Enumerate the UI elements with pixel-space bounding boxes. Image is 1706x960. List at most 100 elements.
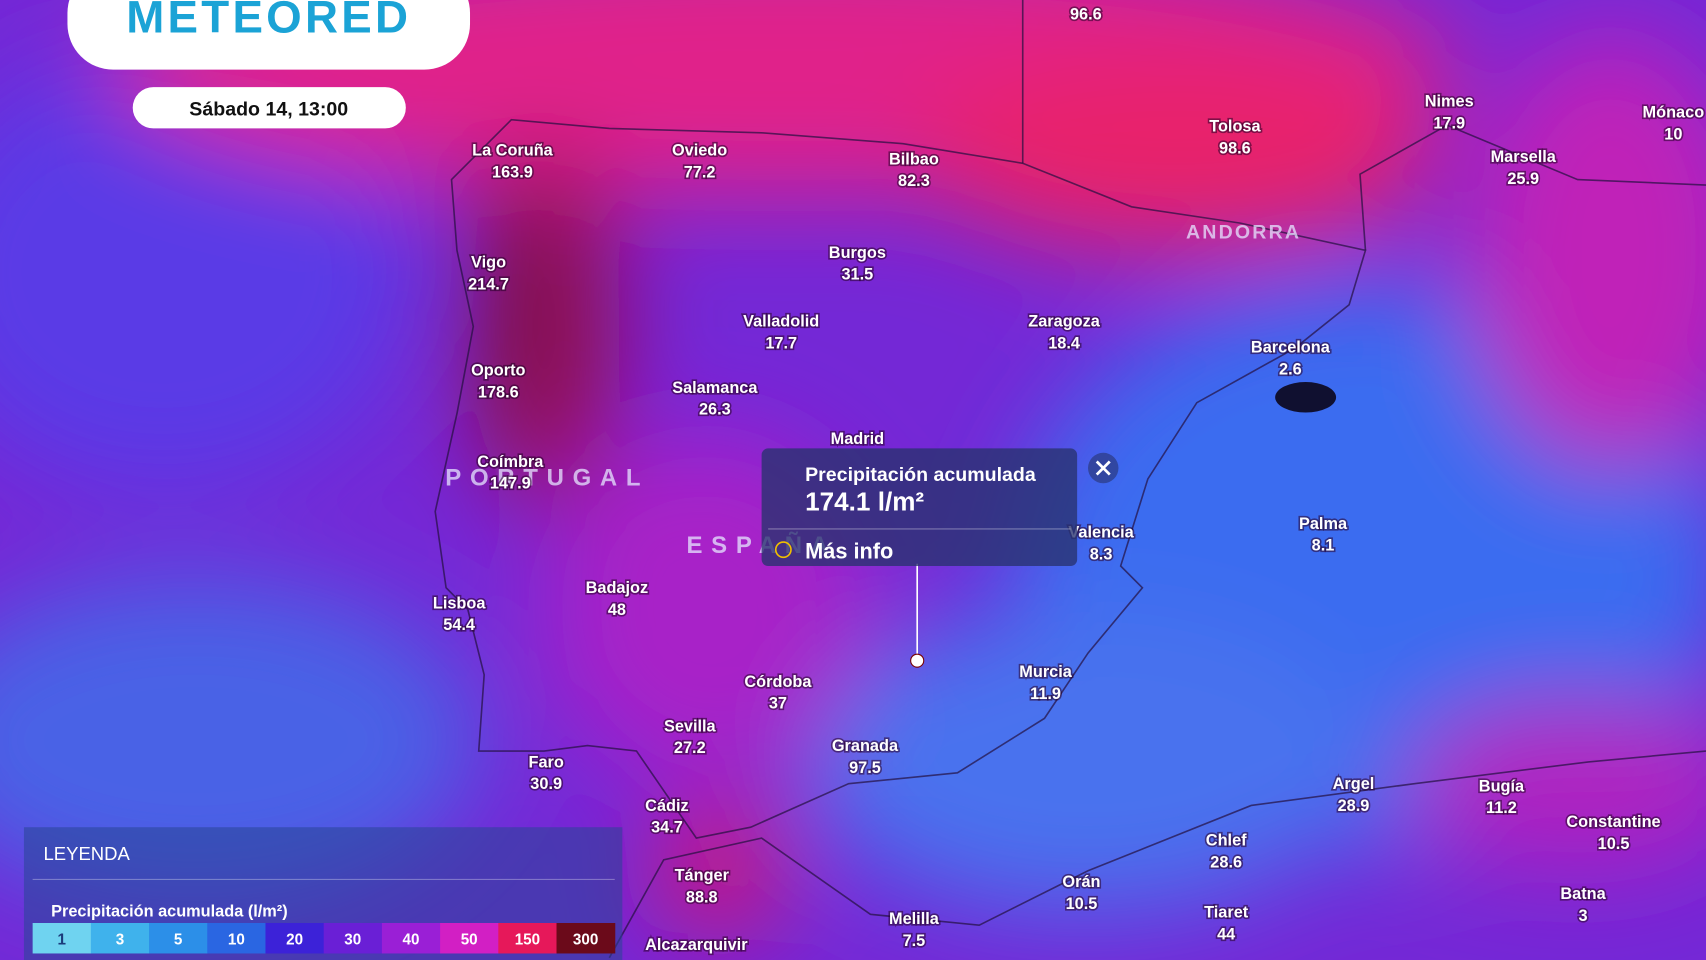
legend-swatch bbox=[381, 922, 441, 954]
city-name: La Coruña bbox=[472, 142, 554, 160]
city-name: Lisboa bbox=[433, 594, 486, 612]
city-name: Badajoz bbox=[586, 579, 649, 597]
legend-stop-label: 30 bbox=[344, 932, 361, 949]
city-value: 178.6 bbox=[478, 383, 519, 401]
city-value: 2.6 bbox=[1279, 360, 1302, 378]
city-name: Burdeos bbox=[1053, 0, 1119, 2]
city-name: Tiaret bbox=[1204, 904, 1249, 922]
city-name: Salamanca bbox=[672, 379, 758, 397]
city-name: Vigo bbox=[471, 254, 506, 272]
popup: Precipitación acumulada 174.1 l/m² Más i… bbox=[761, 448, 1119, 668]
city-value: 163.9 bbox=[492, 163, 533, 181]
city-name: Nimes bbox=[1425, 93, 1474, 111]
legend-stop-label: 5 bbox=[174, 932, 183, 949]
city-name: Oviedo bbox=[672, 142, 727, 160]
city-name: Coímbra bbox=[477, 453, 544, 471]
city-value: 28.9 bbox=[1338, 797, 1370, 815]
popup-value: 174.1 l/m² bbox=[805, 486, 924, 516]
city-value: 10.5 bbox=[1598, 835, 1630, 853]
legend-stop-label: 300 bbox=[573, 932, 598, 949]
city-name: Batna bbox=[1560, 885, 1606, 903]
city-value: 34.7 bbox=[651, 819, 683, 837]
city-name: Palma bbox=[1299, 515, 1348, 533]
city-value: 97.5 bbox=[849, 759, 881, 777]
legend-swatch bbox=[207, 922, 267, 954]
city-name: Granada bbox=[832, 737, 899, 755]
city-value: 88.8 bbox=[686, 888, 718, 906]
city-name: Cádiz bbox=[645, 797, 689, 815]
legend-swatch bbox=[32, 922, 92, 954]
city-value: 3 bbox=[1579, 907, 1588, 925]
legend-swatch bbox=[556, 922, 616, 954]
city-name: Tánger bbox=[675, 867, 730, 885]
city-name: Orán bbox=[1062, 873, 1100, 891]
legend-title: LEYENDA bbox=[44, 843, 131, 864]
logo: METEORED bbox=[67, 0, 471, 70]
city-name: Oporto bbox=[471, 362, 525, 380]
city-value: 214.7 bbox=[468, 276, 509, 294]
legend-swatch bbox=[323, 922, 383, 954]
city-value: 17.7 bbox=[765, 334, 797, 352]
legend-stop-label: 20 bbox=[286, 932, 303, 949]
country-label: ANDORRA bbox=[1186, 221, 1301, 243]
city-value: 96.6 bbox=[1070, 6, 1102, 24]
city-value: 54.4 bbox=[443, 616, 475, 634]
city-value: 10.5 bbox=[1066, 895, 1098, 913]
legend-stop-label: 150 bbox=[515, 932, 540, 949]
city-name: Constantine bbox=[1566, 813, 1660, 831]
city-value: 44 bbox=[1217, 925, 1235, 943]
legend: LEYENDA Precipitación acumulada (l/m²) 1… bbox=[23, 827, 623, 960]
city-name: Bilbao bbox=[889, 150, 939, 168]
date-label: Sábado 14, 13:00 bbox=[189, 98, 348, 120]
city-name: Bugía bbox=[1479, 777, 1525, 795]
city-value: 30.9 bbox=[530, 775, 562, 793]
city-value: 37 bbox=[769, 695, 787, 713]
city-value: 10 bbox=[1664, 125, 1682, 143]
legend-stop-label: 10 bbox=[228, 932, 245, 949]
city-name: Melilla bbox=[889, 910, 940, 928]
legend-swatch bbox=[149, 922, 208, 954]
legend-swatch bbox=[265, 922, 325, 954]
city-name: Zaragoza bbox=[1028, 313, 1101, 331]
city-value: 48 bbox=[608, 601, 626, 619]
date-pill: Sábado 14, 13:00 bbox=[132, 87, 406, 129]
legend-stop-label: 3 bbox=[116, 932, 124, 949]
legend-swatch bbox=[498, 922, 558, 954]
city-name: Faro bbox=[529, 753, 564, 771]
city-name: Córdoba bbox=[744, 673, 812, 691]
city-name: Barcelona bbox=[1251, 339, 1331, 357]
city-name: Murcia bbox=[1019, 663, 1072, 681]
city-name: Valladolid bbox=[743, 313, 819, 331]
city-value: 8.3 bbox=[1090, 545, 1113, 563]
logo-text: METEORED bbox=[126, 0, 411, 43]
city-value: 17.9 bbox=[1433, 114, 1465, 132]
city-value: 82.3 bbox=[898, 172, 930, 190]
city-value: 27.2 bbox=[674, 739, 706, 757]
city-name: Sevilla bbox=[664, 717, 717, 735]
country-label: PORTUGAL bbox=[445, 464, 649, 491]
city-name: Valencia bbox=[1068, 524, 1134, 542]
city-name: Tolosa bbox=[1209, 118, 1261, 136]
city-name: Alcazarquivir bbox=[645, 936, 748, 954]
legend-stop-label: 50 bbox=[461, 932, 478, 949]
city-value: 18.4 bbox=[1048, 334, 1080, 352]
legend-stop-label: 1 bbox=[58, 932, 67, 949]
city-value: 8.1 bbox=[1312, 537, 1335, 555]
legend-subtitle: Precipitación acumulada (l/m²) bbox=[51, 902, 288, 920]
city-name: Argel bbox=[1333, 775, 1375, 793]
city-value: 7.5 bbox=[903, 932, 926, 950]
city-value: 98.6 bbox=[1219, 139, 1251, 157]
city-value: 11.2 bbox=[1486, 799, 1517, 817]
legend-swatch bbox=[440, 922, 499, 954]
city-name: Burgos bbox=[829, 244, 886, 262]
city-value: 31.5 bbox=[841, 266, 873, 284]
legend-swatch bbox=[90, 922, 150, 954]
city-name: Chlef bbox=[1206, 832, 1247, 850]
popup-link[interactable]: Más info bbox=[805, 538, 893, 563]
close-button[interactable] bbox=[1088, 452, 1119, 484]
legend-stop-label: 40 bbox=[403, 932, 420, 949]
island bbox=[1275, 382, 1337, 413]
